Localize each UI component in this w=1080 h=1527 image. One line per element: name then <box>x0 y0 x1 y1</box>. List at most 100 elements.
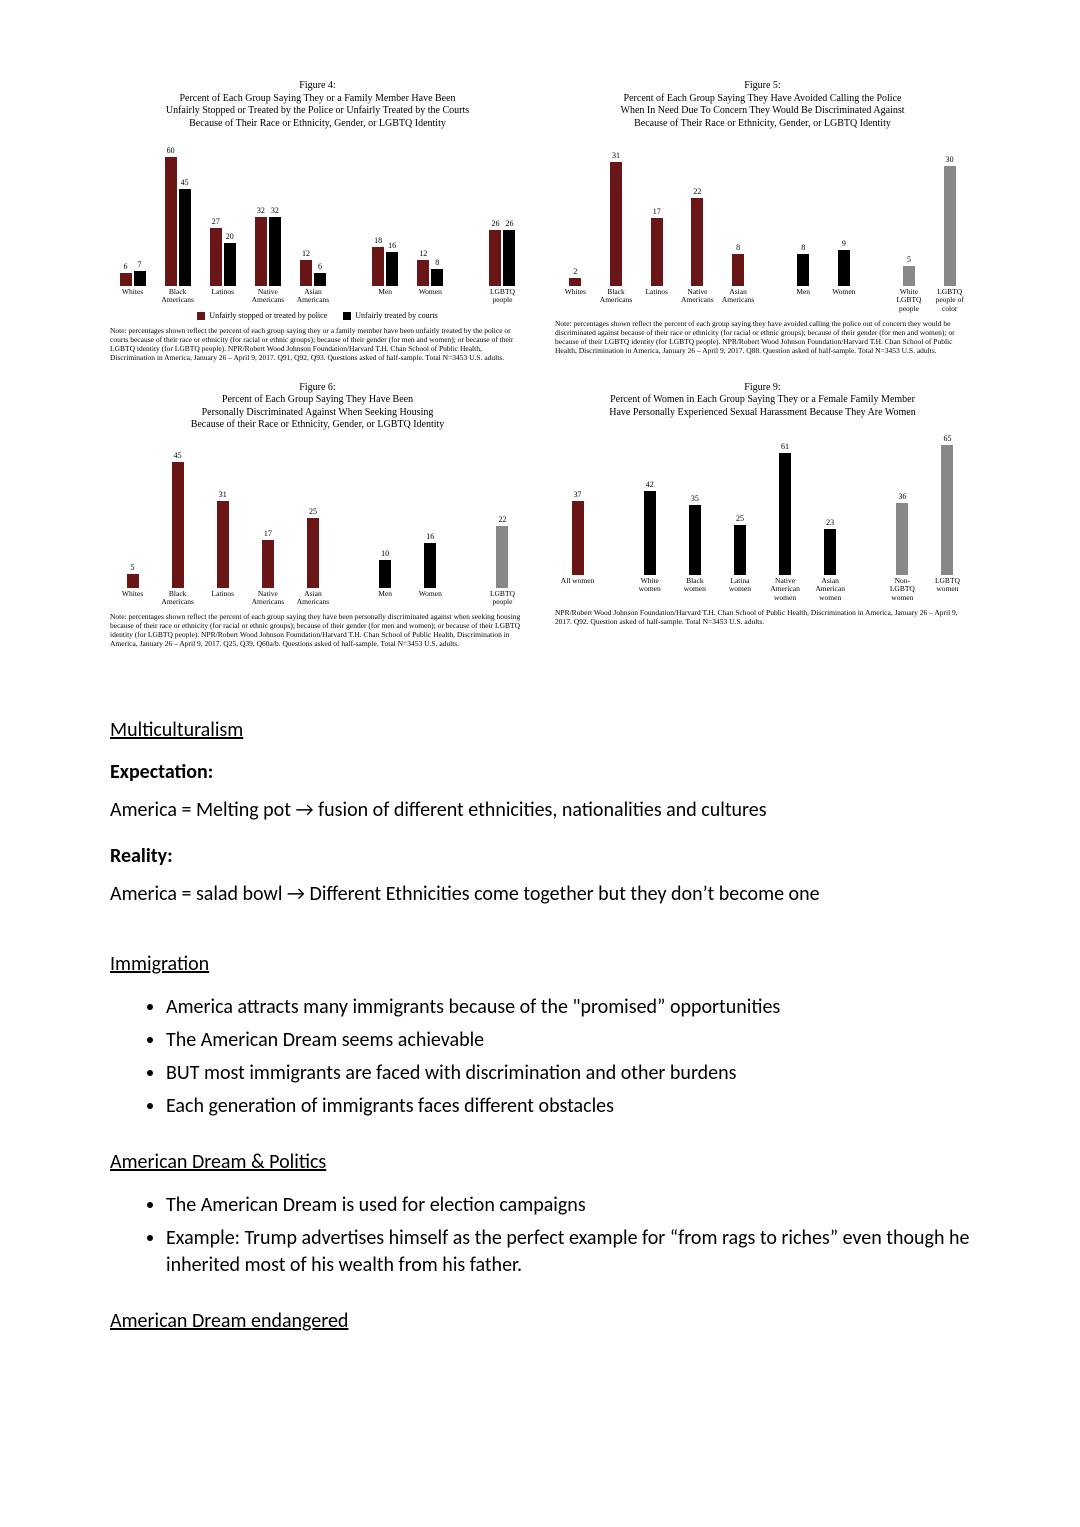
figure-9: Figure 9:Percent of Women in Each Group … <box>555 382 970 649</box>
figure-6: Figure 6:Percent of Each Group Saying Th… <box>110 382 525 649</box>
bar-group: 36 <box>880 503 925 575</box>
bars-area: 6760452720323212618161282626 <box>110 136 525 286</box>
bar-value: 27 <box>212 217 220 226</box>
category-label: Black Americans <box>596 288 637 313</box>
bar-value: 6 <box>318 262 322 271</box>
bar-group: 3232 <box>245 217 290 286</box>
chart-note: NPR/Robert Wood Johnson Foundation/Harva… <box>555 608 970 626</box>
bar-value: 22 <box>498 515 506 524</box>
bar-value: 37 <box>574 490 582 499</box>
bar: 16 <box>386 252 398 286</box>
bar: 22 <box>496 526 508 588</box>
bar: 17 <box>262 540 274 588</box>
category-label: LGBTQ people of color <box>929 288 970 313</box>
bar-group: 1816 <box>363 247 408 286</box>
bar-group: 45 <box>155 462 200 588</box>
bar-group: 6045 <box>155 157 200 286</box>
bar-group: 65 <box>925 445 970 575</box>
bar: 36 <box>896 503 908 575</box>
category-label: Native Americans <box>677 288 718 313</box>
bar-value: 36 <box>898 492 906 501</box>
bar-value: 45 <box>181 178 189 187</box>
category-label: White LGBTQ people <box>889 288 930 313</box>
category-label: Whites <box>110 288 155 305</box>
bar-group: 35 <box>672 505 717 575</box>
figure-4: Figure 4:Percent of Each Group Saying Th… <box>110 80 525 362</box>
list-item: BUT most immigrants are faced with discr… <box>166 1060 970 1087</box>
category-label: Native Americans <box>245 590 290 607</box>
expectation-label: Expectation: <box>110 760 970 784</box>
bar-group: 67 <box>110 271 155 286</box>
bars-area: 3742352561233665 <box>555 425 970 575</box>
category-label: All women <box>555 577 600 602</box>
bar: 27 <box>210 228 222 286</box>
bar-group: 126 <box>290 260 335 286</box>
category-label: Non- LGBTQ women <box>880 577 925 602</box>
bar: 32 <box>269 217 281 286</box>
bar-value: 45 <box>174 451 182 460</box>
bar: 8 <box>431 269 443 286</box>
list-item: America attracts many immigrants because… <box>166 994 970 1021</box>
bar: 16 <box>424 543 436 588</box>
bar: 30 <box>944 166 956 286</box>
figure-5: Figure 5:Percent of Each Group Saying Th… <box>555 80 970 362</box>
chart-title: Figure 4:Percent of Each Group Saying Th… <box>110 80 525 130</box>
bar: 7 <box>134 271 146 286</box>
bar-group: 31 <box>200 501 245 588</box>
bar: 60 <box>165 157 177 286</box>
legend-item: Unfairly stopped or treated by police <box>197 311 327 320</box>
bar-value: 61 <box>781 442 789 451</box>
bar: 31 <box>217 501 229 588</box>
bar-value: 26 <box>505 219 513 228</box>
category-label: Latinos <box>636 288 677 313</box>
bar-value: 23 <box>826 518 834 527</box>
bar-group: 25 <box>717 525 762 575</box>
list-item: The American Dream seems achievable <box>166 1027 970 1054</box>
chart-title: Figure 6:Percent of Each Group Saying Th… <box>110 382 525 432</box>
bar-value: 12 <box>302 249 310 258</box>
bar: 23 <box>824 529 836 575</box>
category-labels: WhitesBlack AmericansLatinosNative Ameri… <box>555 288 970 313</box>
bar-group: 25 <box>290 518 335 588</box>
category-label: Asian Americans <box>718 288 759 313</box>
heading-endangered: American Dream endangered <box>110 1309 970 1333</box>
bar: 8 <box>797 254 809 286</box>
chart-note: Note: percentages shown reflect the perc… <box>555 319 970 355</box>
bar: 18 <box>372 247 384 286</box>
bar: 45 <box>179 189 191 286</box>
bar-group: 17 <box>636 218 677 286</box>
expectation-line: America = Melting pot → fusion of differ… <box>110 798 970 822</box>
bar: 8 <box>732 254 744 286</box>
page: Figure 4:Percent of Each Group Saying Th… <box>0 0 1080 1393</box>
category-label: LGBTQ people <box>480 590 525 607</box>
legend-item: Unfairly treated by courts <box>343 311 437 320</box>
charts-grid: Figure 4:Percent of Each Group Saying Th… <box>110 80 970 648</box>
reality-label: Reality: <box>110 844 970 868</box>
category-label: Black Americans <box>155 590 200 607</box>
bar: 5 <box>127 574 139 588</box>
bar-value: 22 <box>693 187 701 196</box>
bar: 26 <box>503 230 515 286</box>
bar: 37 <box>572 501 584 575</box>
bar-group: 5 <box>110 574 155 588</box>
bar-value: 8 <box>801 243 805 252</box>
bar: 9 <box>838 250 850 286</box>
bar: 2 <box>569 278 581 286</box>
category-label: Whites <box>110 590 155 607</box>
bar-group: 30 <box>929 166 970 286</box>
bar: 42 <box>644 491 656 575</box>
bar: 22 <box>691 198 703 286</box>
category-label: Asian Americans <box>290 590 335 607</box>
bar-value: 2 <box>573 267 577 276</box>
bar-value: 32 <box>257 206 265 215</box>
politics-bullets: The American Dream is used for election … <box>110 1192 970 1279</box>
bar-group: 8 <box>783 254 824 286</box>
bar-group: 42 <box>627 491 672 575</box>
category-label: Native Americans <box>245 288 290 305</box>
bar-group: 23 <box>808 529 853 575</box>
bar-value: 5 <box>907 255 911 264</box>
bar: 26 <box>489 230 501 286</box>
bar-value: 30 <box>946 155 954 164</box>
bar-value: 32 <box>271 206 279 215</box>
bar-value: 60 <box>167 146 175 155</box>
